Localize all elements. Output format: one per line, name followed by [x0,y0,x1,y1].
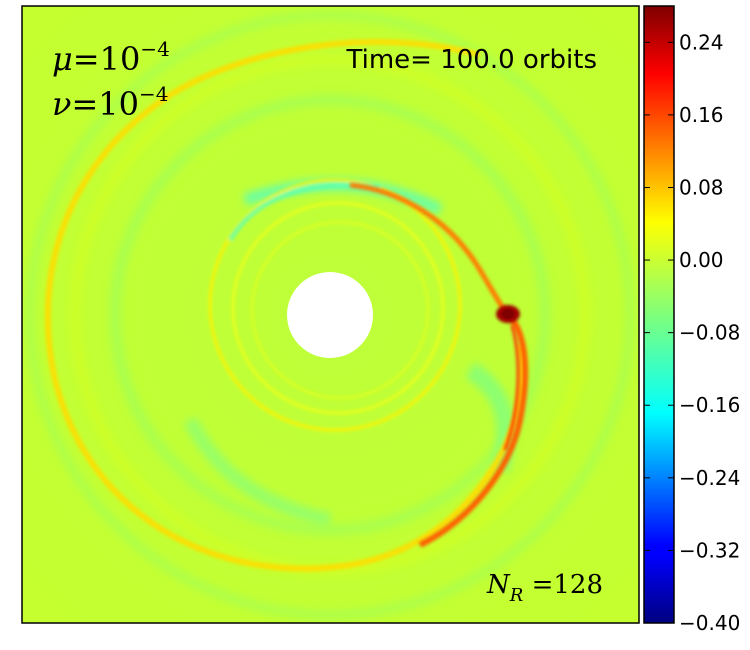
colorbar-tick-label: 0.08 [679,175,724,199]
trailing-wake [418,312,529,548]
inner-spiral-arm [349,182,510,317]
time-annotation: Time= 100.0 orbits [346,45,597,75]
colorbar-gradient [644,6,674,623]
nu-annotation: ν=10−4 [52,82,168,123]
colorbar-tick-label: −0.16 [679,393,740,417]
colorbar-frame [643,5,675,624]
inner-hole [287,272,373,358]
nr-annotation: NR =128 [486,570,603,606]
colorbar-tick-label: −0.24 [679,466,740,490]
colorbar-tick-label: −0.08 [679,321,740,345]
colorbar-tick-label: −0.32 [679,538,740,562]
outer-spiral-arm [44,39,526,572]
mu-annotation: μ=10−4 [52,37,170,78]
colorbar-tick-label: 0.16 [679,103,724,127]
colorbar-tick-label: 0.00 [679,248,724,272]
colorbar-ticks: −0.40 −0.32 −0.24 −0.16 −0.08 0.00 0.08 0.16 0.2… [644,30,740,635]
plot-area [22,6,639,623]
colorbar: −0.40 −0.32 −0.24 −0.16 −0.08 0.00 0.08 0.16 0.2… [643,5,740,635]
inner-rings [208,178,462,432]
colorbar-tick-label: 0.24 [679,30,724,54]
plot-frame [21,5,640,624]
colorbar-tick-label: −0.40 [679,611,740,635]
